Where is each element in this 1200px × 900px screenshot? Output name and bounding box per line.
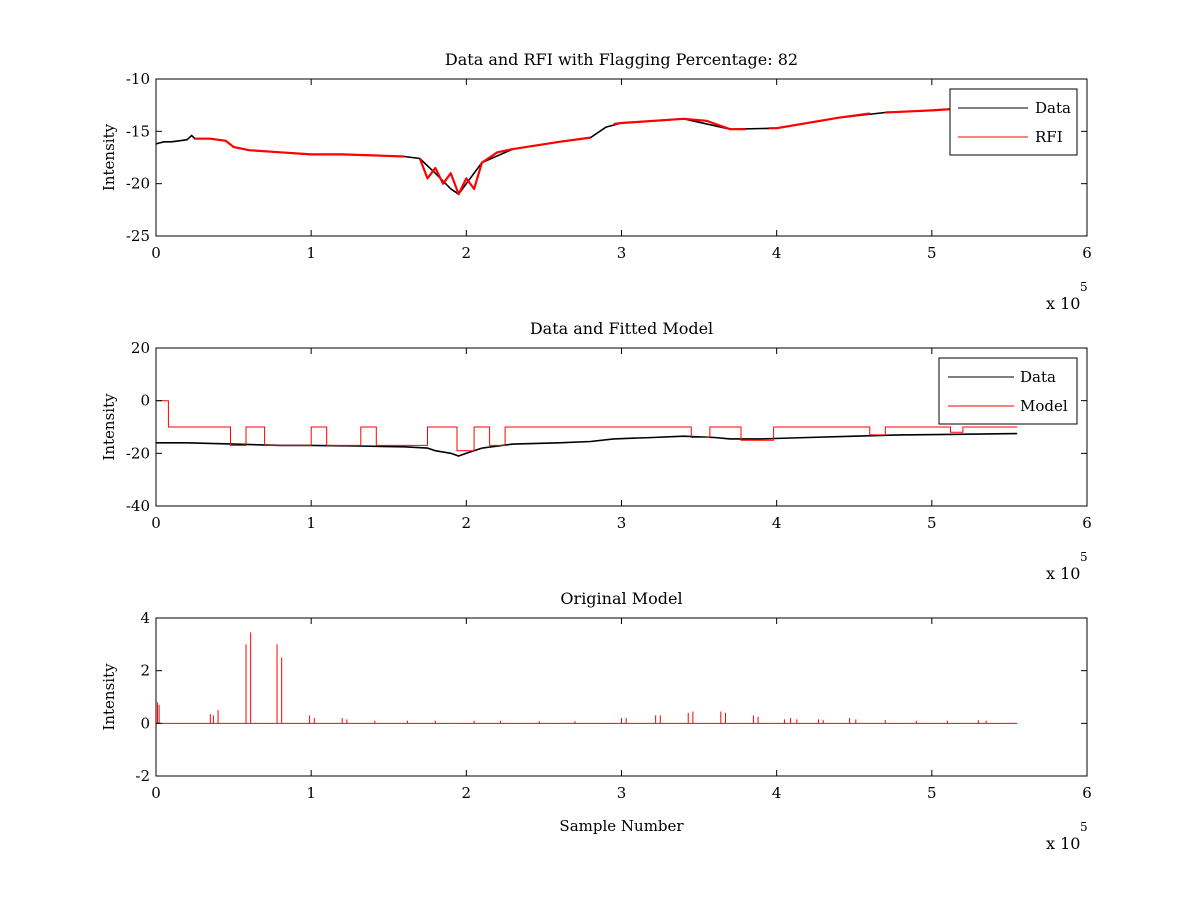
plot-marks [156, 400, 1018, 457]
plot-area [155, 617, 1088, 777]
legend-label: RFI [1035, 128, 1063, 146]
legend-box [938, 357, 1078, 425]
x-tick-label: 3 [617, 244, 627, 262]
x-tick-label: 4 [772, 514, 782, 532]
y-tick-label: -25 [126, 227, 150, 245]
y-tick-label: -15 [126, 122, 150, 140]
subplot-2: 0 1 2 3 4 5 6 20 0 -20 -40 Data and Fitted Model Int… [100, 319, 1092, 583]
legend-label: Model [1020, 397, 1068, 415]
y-axis-label: Intensity [100, 663, 118, 731]
series-model [156, 400, 1018, 452]
x-multiplier-exponent: 5 [1080, 820, 1088, 834]
x-tick-label: 3 [617, 784, 627, 802]
x-tick-label: 3 [617, 514, 627, 532]
x-multiplier-exponent: 5 [1080, 550, 1088, 564]
y-tick-label: 0 [140, 392, 150, 410]
chart-title: Data and Fitted Model [530, 319, 713, 338]
y-axis-label: Intensity [100, 393, 118, 461]
x-tick-label: 1 [306, 784, 316, 802]
y-tick-label: 20 [131, 339, 150, 357]
plot-area [155, 78, 1088, 237]
y-tick-label: 2 [140, 662, 150, 680]
series-rfi-segment [768, 112, 870, 130]
legend: Data Model [938, 357, 1078, 425]
chart-title: Original Model [560, 589, 682, 608]
series-data [156, 104, 1018, 196]
x-tick-label: 0 [151, 514, 161, 532]
series-rfi-segment [613, 117, 746, 131]
y-tick-label: -2 [135, 767, 150, 785]
x-tick-label: 2 [462, 784, 472, 802]
plot-marks [156, 632, 1018, 724]
x-tick-label: 4 [772, 784, 782, 802]
x-multiplier: x 10 [1046, 564, 1080, 583]
x-tick-label: 1 [306, 514, 316, 532]
x-tick-label: 6 [1082, 514, 1092, 532]
x-tick-label: 0 [151, 244, 161, 262]
x-tick-label: 2 [462, 244, 472, 262]
x-tick-label: 6 [1082, 784, 1092, 802]
legend-label: Data [1035, 99, 1071, 117]
x-tick-label: 0 [151, 784, 161, 802]
legend: Data RFI [949, 88, 1078, 156]
legend-label: Data [1020, 368, 1056, 386]
series-rfi-segment [418, 136, 591, 196]
x-multiplier: x 10 [1046, 834, 1080, 853]
chart-title: Data and RFI with Flagging Percentage: 8… [445, 50, 798, 69]
y-tick-label: -40 [126, 497, 150, 515]
x-tick-label: 5 [927, 244, 937, 262]
y-tick-label: 4 [140, 609, 150, 627]
y-tick-label: -20 [126, 175, 150, 193]
x-tick-label: 1 [306, 244, 316, 262]
legend-box [949, 88, 1078, 156]
x-axis-label: Sample Number [559, 817, 684, 835]
y-tick-label: -10 [126, 70, 150, 88]
y-tick-label: 0 [140, 714, 150, 732]
x-tick-label: 4 [772, 244, 782, 262]
series-rfi-segment [194, 137, 405, 158]
x-tick-label: 2 [462, 514, 472, 532]
subplot-1: 0 1 2 3 4 5 6 -10 -15 -20 -25 Data and RFI with Fla… [100, 50, 1092, 313]
y-tick-label: -20 [126, 444, 150, 462]
x-multiplier-exponent: 5 [1080, 280, 1088, 294]
x-tick-label: 6 [1082, 244, 1092, 262]
x-multiplier: x 10 [1046, 294, 1080, 313]
y-axis-label: Intensity [100, 123, 118, 191]
x-tick-label: 5 [927, 514, 937, 532]
x-tick-label: 5 [927, 784, 937, 802]
